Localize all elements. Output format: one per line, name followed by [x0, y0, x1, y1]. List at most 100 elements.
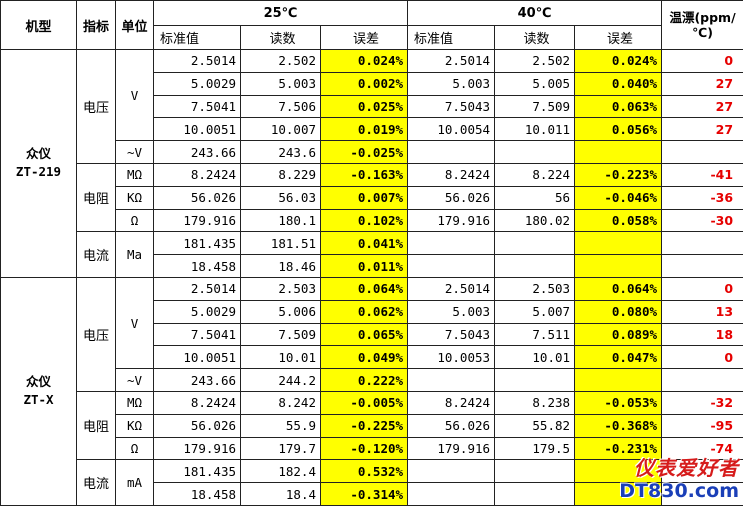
std-25-cell: 179.916	[154, 209, 241, 232]
error-25-cell: -0.025%	[321, 141, 408, 164]
indicator-cell: 电压	[77, 277, 116, 391]
header-unit: 单位	[116, 1, 154, 50]
reading-40-cell	[495, 369, 575, 392]
model-code: ZT-X	[3, 391, 74, 409]
error-25-cell: 0.002%	[321, 72, 408, 95]
error-25-cell: 0.064%	[321, 277, 408, 300]
std-40-cell: 10.0053	[408, 346, 495, 369]
drift-cell	[662, 460, 743, 483]
reading-40-cell: 10.011	[495, 118, 575, 141]
reading-25-cell: 179.7	[241, 437, 321, 460]
error-25-cell: 0.049%	[321, 346, 408, 369]
error-40-cell: 0.064%	[575, 277, 662, 300]
drift-cell: -41	[662, 163, 743, 186]
error-25-cell: 0.025%	[321, 95, 408, 118]
std-40-cell: 2.5014	[408, 277, 495, 300]
error-25-cell: -0.225%	[321, 414, 408, 437]
reading-25-cell: 7.506	[241, 95, 321, 118]
drift-cell: 27	[662, 95, 743, 118]
std-40-cell: 56.026	[408, 414, 495, 437]
drift-cell: -32	[662, 391, 743, 414]
drift-cell: 0	[662, 277, 743, 300]
std-25-cell: 2.5014	[154, 277, 241, 300]
std-40-cell: 5.003	[408, 300, 495, 323]
reading-40-cell: 8.224	[495, 163, 575, 186]
header-std-25: 标准值	[154, 26, 241, 50]
drift-cell	[662, 369, 743, 392]
reading-25-cell: 180.1	[241, 209, 321, 232]
drift-cell	[662, 255, 743, 278]
error-25-cell: -0.005%	[321, 391, 408, 414]
reading-25-cell: 181.51	[241, 232, 321, 255]
error-40-cell: -0.223%	[575, 163, 662, 186]
reading-25-cell: 8.242	[241, 391, 321, 414]
reading-25-cell: 10.007	[241, 118, 321, 141]
reading-25-cell: 5.003	[241, 72, 321, 95]
reading-25-cell: 18.46	[241, 255, 321, 278]
unit-cell: KΩ	[116, 414, 154, 437]
reading-40-cell: 56	[495, 186, 575, 209]
error-40-cell	[575, 460, 662, 483]
std-40-cell: 2.5014	[408, 50, 495, 73]
drift-cell: 13	[662, 300, 743, 323]
drift-cell	[662, 232, 743, 255]
std-25-cell: 2.5014	[154, 50, 241, 73]
std-25-cell: 243.66	[154, 141, 241, 164]
reading-40-cell	[495, 255, 575, 278]
error-25-cell: 0.102%	[321, 209, 408, 232]
std-40-cell	[408, 141, 495, 164]
std-40-cell: 179.916	[408, 209, 495, 232]
indicator-cell: 电阻	[77, 391, 116, 459]
error-40-cell: 0.047%	[575, 346, 662, 369]
header-drift: 温漂(ppm/℃)	[662, 1, 743, 50]
error-25-cell: -0.163%	[321, 163, 408, 186]
reading-25-cell: 7.509	[241, 323, 321, 346]
header-40c: 40℃	[408, 1, 662, 26]
unit-cell: ~V	[116, 369, 154, 392]
reading-25-cell: 8.229	[241, 163, 321, 186]
drift-cell: 27	[662, 118, 743, 141]
error-40-cell: -0.046%	[575, 186, 662, 209]
error-40-cell: 0.058%	[575, 209, 662, 232]
reading-25-cell: 10.01	[241, 346, 321, 369]
std-40-cell: 8.2424	[408, 391, 495, 414]
std-25-cell: 18.458	[154, 483, 241, 506]
drift-cell: 0	[662, 50, 743, 73]
reading-40-cell: 7.511	[495, 323, 575, 346]
error-25-cell: 0.062%	[321, 300, 408, 323]
error-40-cell	[575, 141, 662, 164]
unit-cell: ~V	[116, 141, 154, 164]
std-40-cell: 7.5043	[408, 323, 495, 346]
reading-25-cell: 55.9	[241, 414, 321, 437]
reading-25-cell: 2.502	[241, 50, 321, 73]
unit-cell: mA	[116, 460, 154, 506]
error-25-cell: 0.532%	[321, 460, 408, 483]
unit-cell: KΩ	[116, 186, 154, 209]
std-25-cell: 243.66	[154, 369, 241, 392]
drift-cell: -95	[662, 414, 743, 437]
drift-cell: 27	[662, 72, 743, 95]
unit-cell: MΩ	[116, 391, 154, 414]
std-40-cell: 179.916	[408, 437, 495, 460]
error-40-cell	[575, 232, 662, 255]
reading-40-cell	[495, 483, 575, 506]
drift-cell	[662, 141, 743, 164]
std-25-cell: 5.0029	[154, 72, 241, 95]
indicator-cell: 电阻	[77, 163, 116, 231]
reading-25-cell: 5.006	[241, 300, 321, 323]
std-40-cell	[408, 483, 495, 506]
drift-cell: 18	[662, 323, 743, 346]
unit-cell: V	[116, 277, 154, 368]
reading-40-cell: 179.5	[495, 437, 575, 460]
model-code: ZT-219	[3, 163, 74, 181]
reading-40-cell	[495, 232, 575, 255]
std-40-cell	[408, 460, 495, 483]
std-25-cell: 10.0051	[154, 346, 241, 369]
std-25-cell: 8.2424	[154, 163, 241, 186]
